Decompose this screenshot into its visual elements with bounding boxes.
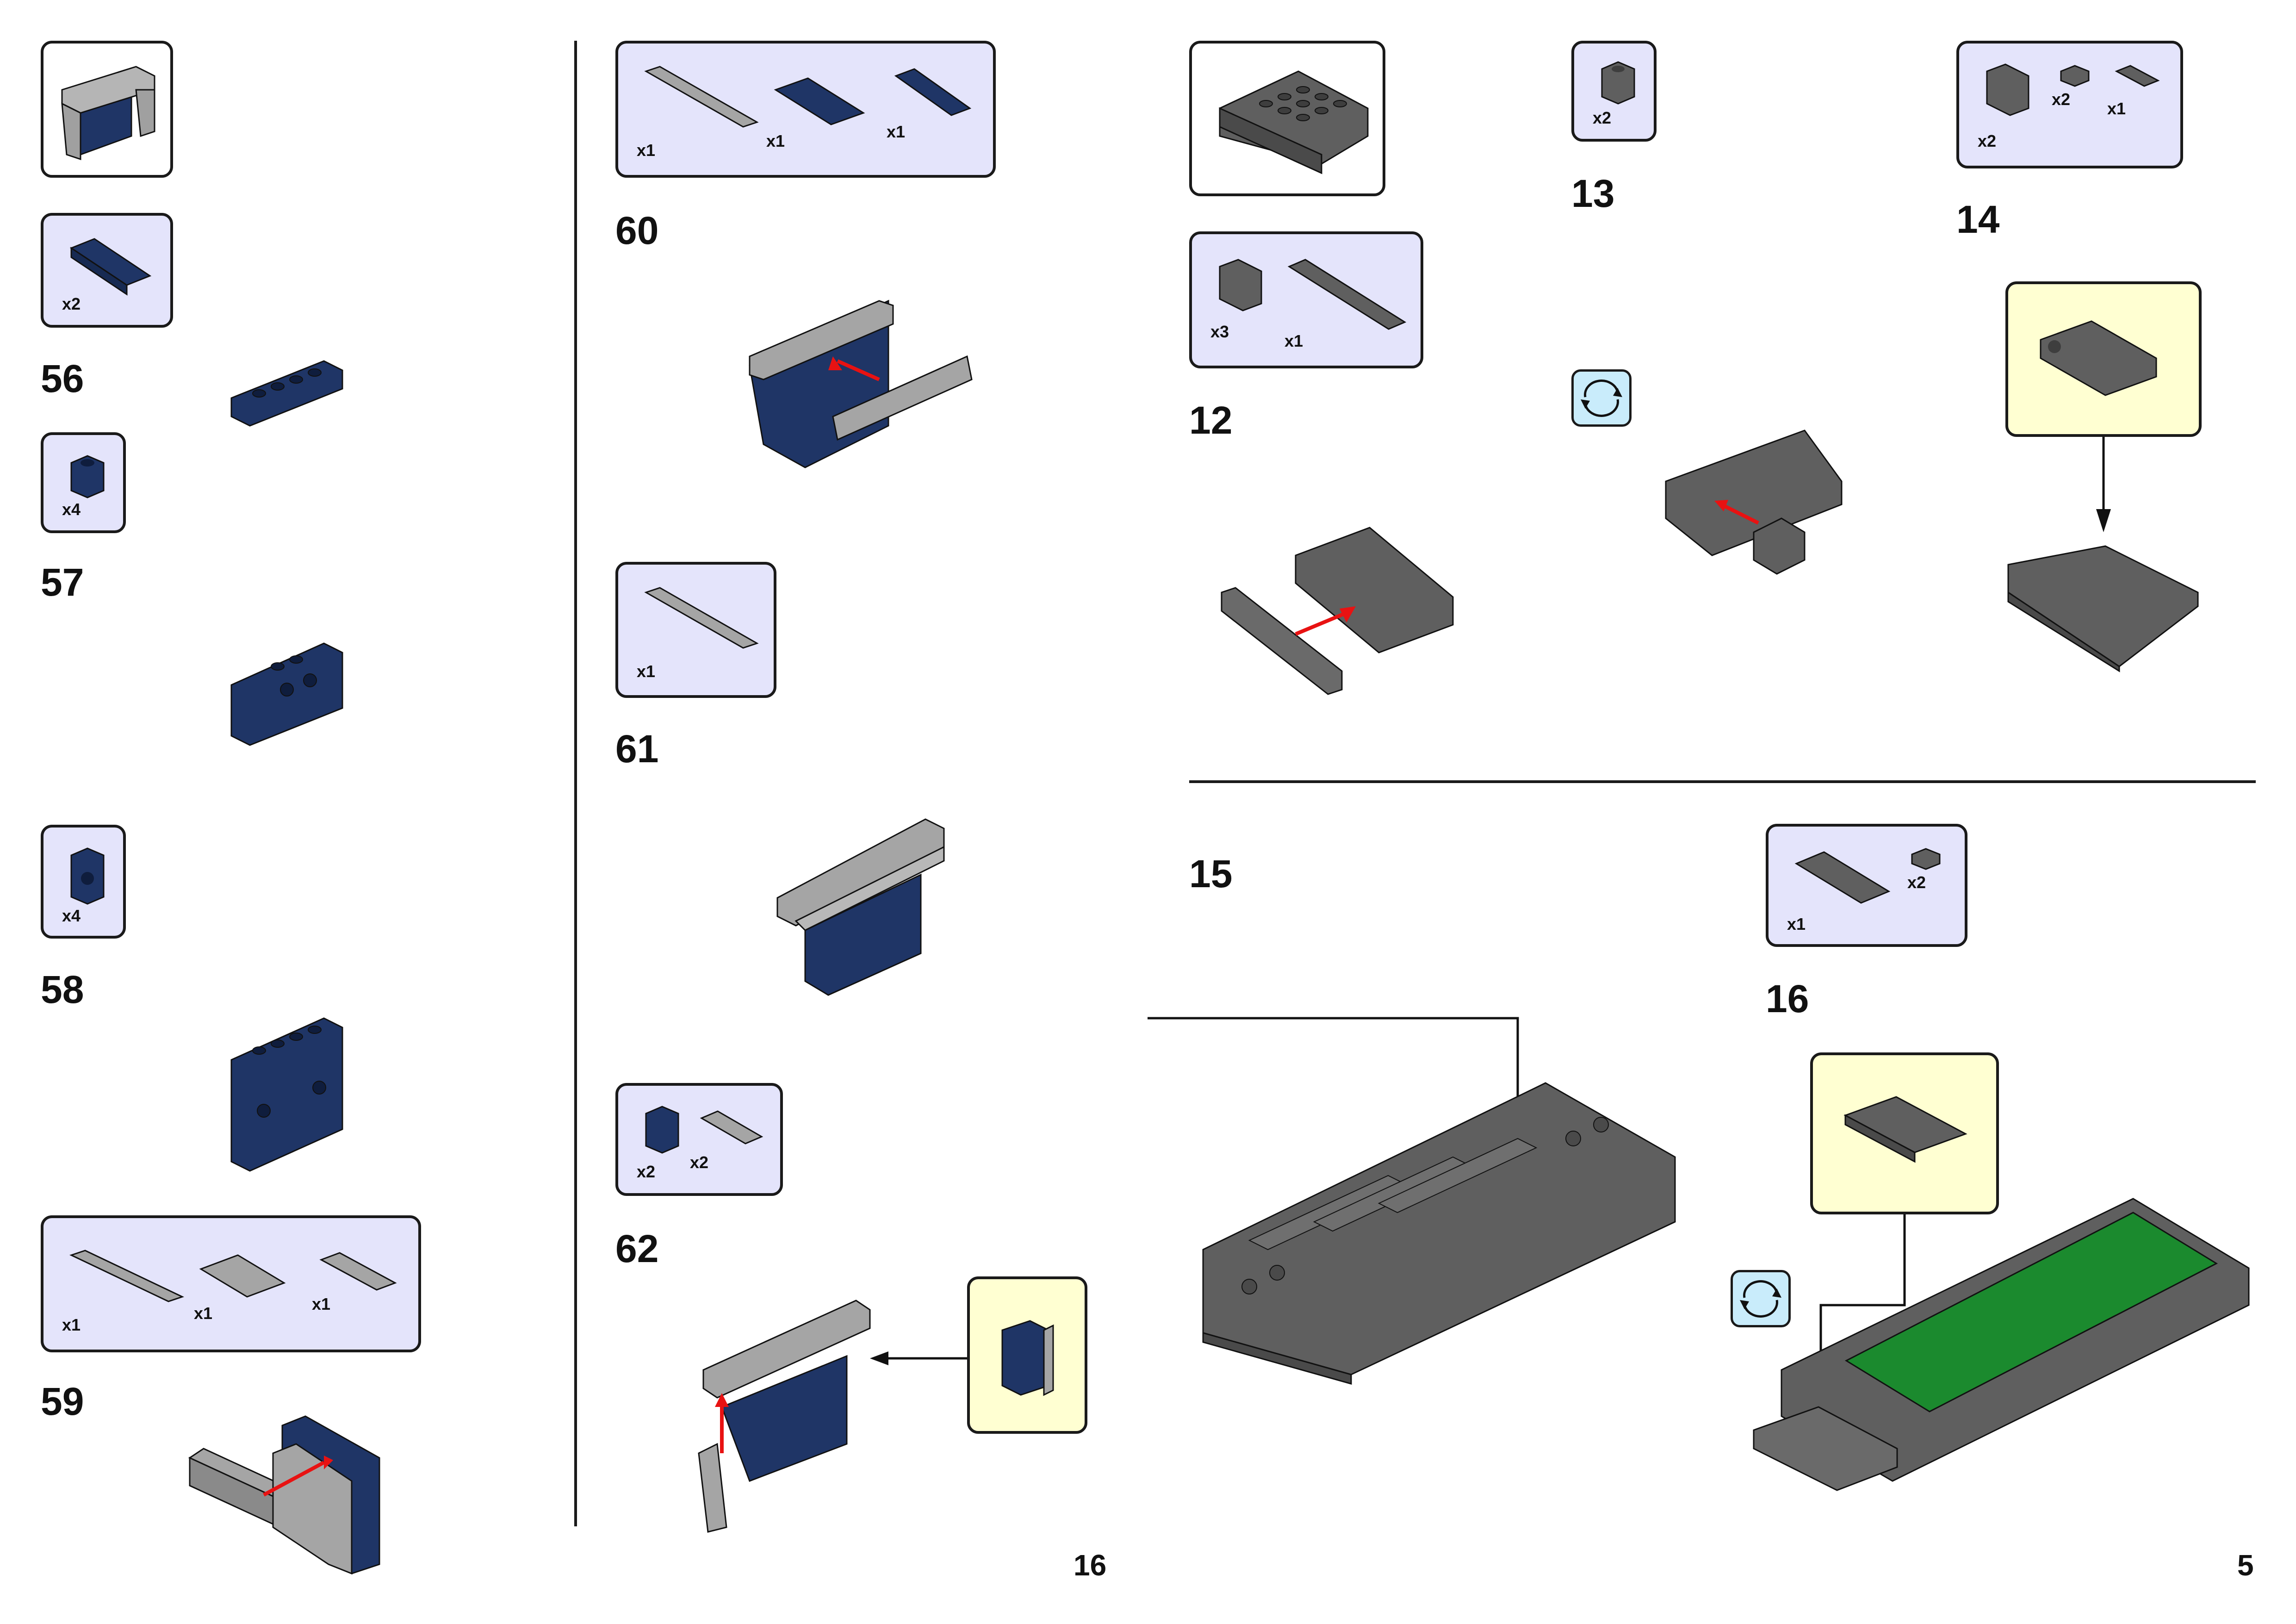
parts-list-step-14: x2 x2 x1 [1956,41,2183,168]
parts-list-step-12: x3 x1 [1189,231,1423,368]
parts-step-16-icons [1794,848,1941,904]
part-qty: x2 [2052,90,2071,109]
parts-list-step-62: x2 x2 [615,1083,783,1196]
part-dark-blue-plate-icon [69,238,152,296]
subassembly-preview-image [1219,70,1369,174]
rotate-arrows-icon [1740,1280,1781,1318]
page-divider-horizontal [1189,780,2256,783]
subassembly-preview-box-right [1189,41,1385,196]
callout-tile-image [1843,1096,1967,1163]
page-number-right: 5 [2237,1549,2254,1582]
callout-step-14 [2005,281,2202,437]
part-qty: x1 [312,1294,331,1313]
part-qty: x2 [62,294,81,313]
part-qty: x1 [766,131,785,150]
callout-subassembly-image [2040,320,2157,396]
part-qty: x1 [62,1315,81,1334]
step-number-59: 59 [41,1380,84,1423]
subassembly-preview-image [61,66,155,161]
part-light-gray-tile-icon [644,587,759,649]
callout-brick-image [1001,1320,1054,1396]
parts-list-step-16: x1 x2 [1766,824,1967,947]
part-dark-blue-brick-icon [70,847,105,905]
step-number-57: 57 [41,560,84,604]
parts-step-14-icons [1986,63,2160,116]
step-number-14: 14 [1956,198,2000,241]
part-qty: x2 [1593,108,1612,127]
parts-list-step-58: x4 [41,825,126,939]
part-qty: x4 [62,906,81,925]
parts-list-step-60: x1 x1 x1 [615,41,996,178]
step-number-62: 62 [615,1227,659,1270]
part-qty: x2 [1907,873,1926,892]
rotate-model-icon [1571,369,1632,427]
part-qty: x3 [1210,322,1229,341]
parts-list-step-59: x1 x1 x1 [41,1215,421,1352]
parts-step-62-icons [645,1106,763,1154]
part-qty: x2 [1978,131,1997,150]
parts-step-60-icons [644,66,972,128]
part-dark-gray-brick-icon [1601,61,1635,105]
parts-list-step-61: x1 [615,562,776,698]
page-number-left: 16 [1074,1549,1107,1582]
subassembly-preview-box [41,41,173,178]
step-number-58: 58 [41,968,84,1011]
part-qty: x1 [1787,915,1806,933]
rotate-model-icon [1731,1270,1791,1327]
parts-list-step-13: x2 [1571,41,1657,142]
step-number-61: 61 [615,727,659,771]
callout-step-16 [1810,1052,1999,1214]
part-qty: x1 [637,662,656,681]
parts-list-step-57: x4 [41,432,126,533]
part-qty: x1 [1285,331,1303,350]
step-number-60: 60 [615,209,659,252]
step-number-56: 56 [41,357,84,400]
callout-step-62 [967,1276,1087,1434]
step-number-12: 12 [1189,398,1233,442]
part-qty: x2 [637,1162,656,1181]
part-qty: x4 [62,500,81,519]
part-qty: x2 [690,1153,709,1172]
part-qty: x1 [194,1304,213,1323]
part-qty: x1 [887,122,906,141]
parts-list-step-56: x2 [41,213,173,328]
rotate-arrows-icon [1581,380,1622,417]
step-number-15: 15 [1189,852,1233,896]
part-dark-blue-brick-icon [70,455,105,498]
part-qty: x1 [2107,99,2126,118]
step-number-16: 16 [1766,977,1809,1020]
parts-step-59-icons [69,1250,397,1302]
part-qty: x1 [637,141,656,160]
parts-step-12-icons [1219,259,1407,330]
step-number-13: 13 [1571,172,1615,215]
page-divider-vertical [574,41,577,1526]
